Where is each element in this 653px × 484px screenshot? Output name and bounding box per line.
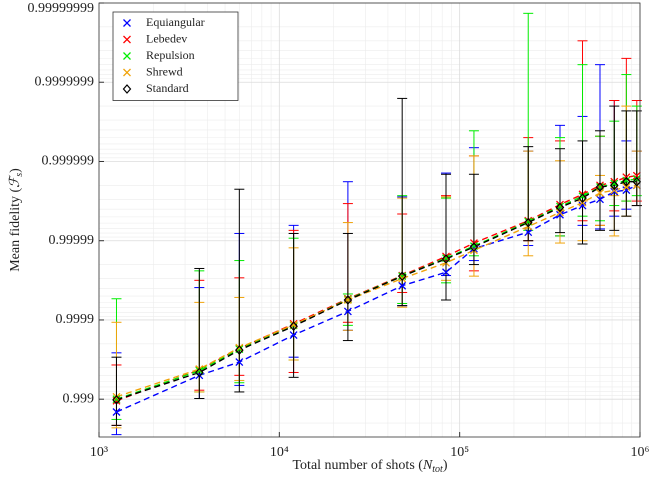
- marker: [632, 171, 641, 180]
- x-tick-label: 10⁶: [631, 445, 650, 460]
- marker: [596, 183, 604, 191]
- error-bar: [288, 232, 299, 378]
- error-bar: [594, 130, 605, 231]
- axes-frame: [98, 2, 641, 438]
- marker: [289, 321, 298, 332]
- y-tick-label: 0.9999: [56, 312, 95, 327]
- x-label-part: Total number of shots (: [292, 458, 423, 473]
- error-bar: [621, 110, 632, 217]
- marker: [123, 52, 131, 60]
- marker: [610, 187, 619, 196]
- y-label-part: ℱ: [8, 174, 23, 188]
- error-bar: [554, 148, 565, 234]
- y-tick-label: 0.99999999: [28, 1, 95, 16]
- marker: [123, 19, 131, 27]
- legend-label: Repulsion: [146, 48, 195, 62]
- marker: [469, 242, 479, 252]
- x-tick-label: 10⁴: [270, 445, 289, 460]
- marker: [235, 358, 244, 367]
- y-tick-label: 0.999: [63, 391, 95, 406]
- marker: [622, 183, 631, 191]
- marker: [555, 202, 565, 213]
- marker: [622, 186, 631, 195]
- x-tick-label: 10⁵: [450, 445, 469, 460]
- marker: [556, 210, 564, 219]
- marker: [398, 281, 407, 290]
- x-axis-label: Total number of shots (Ntot): [292, 458, 447, 475]
- legend-label: Standard: [146, 81, 189, 95]
- marker: [343, 295, 353, 305]
- marker: [398, 274, 407, 283]
- error-bar: [577, 140, 588, 245]
- marker: [596, 189, 604, 197]
- y-tick-label: 0.99999: [49, 233, 95, 248]
- error-bar: [111, 356, 122, 426]
- marker: [123, 68, 131, 77]
- trend-line: [116, 184, 637, 398]
- marker: [442, 268, 450, 277]
- plot: [111, 12, 642, 436]
- legend-box: [112, 11, 239, 101]
- x-label-part: tot: [432, 464, 443, 475]
- error-bar: [609, 105, 620, 231]
- marker: [235, 343, 244, 352]
- y-label-part: s: [14, 173, 25, 177]
- y-label-part: ): [8, 168, 23, 173]
- marker: [622, 176, 631, 187]
- error-bar: [397, 97, 408, 307]
- marker: [123, 35, 131, 44]
- marker: [397, 271, 407, 282]
- marker: [609, 180, 619, 191]
- marker: [523, 217, 533, 228]
- marker: [235, 345, 244, 355]
- legend-label: Lebedev: [146, 31, 187, 45]
- legend-label: Shrewd: [146, 64, 183, 78]
- x-label-part: N: [422, 458, 433, 473]
- legend: Equiangular Lebedev Repulsion Shrewd Standar…: [112, 11, 239, 101]
- marker: [122, 84, 132, 94]
- marker: [112, 408, 121, 416]
- marker: [441, 254, 451, 264]
- marker: [596, 195, 604, 204]
- error-bar: [234, 188, 245, 393]
- error-bar: [342, 232, 353, 342]
- marker: [595, 182, 605, 192]
- marker: [524, 228, 533, 237]
- marker: [632, 176, 642, 187]
- y-axis-label: Mean fidelity (ℱs): [8, 168, 25, 272]
- marker: [195, 367, 204, 378]
- marker: [398, 272, 407, 281]
- x-tick-label: 10³: [90, 445, 108, 460]
- marker: [289, 331, 298, 339]
- marker: [442, 252, 450, 261]
- trend-line: [116, 178, 637, 400]
- y-tick-label: 0.9999999: [35, 74, 95, 89]
- error-bar: [523, 146, 534, 242]
- marker: [556, 208, 564, 217]
- y-label-part: Mean fidelity (: [8, 187, 23, 271]
- marker: [578, 193, 587, 204]
- marker: [578, 201, 587, 210]
- marker: [343, 296, 352, 304]
- y-tick-label: 0.999999: [42, 154, 95, 169]
- trend-line: [116, 181, 637, 401]
- marker: [343, 307, 352, 316]
- marker: [112, 394, 121, 405]
- x-label-part: ): [443, 458, 448, 473]
- error-bar: [441, 173, 452, 301]
- legend-label: Equiangular: [146, 15, 205, 29]
